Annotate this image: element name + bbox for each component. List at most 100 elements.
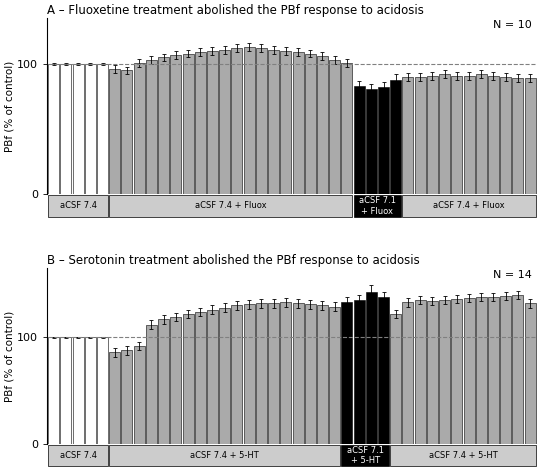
Bar [451,76,463,194]
Bar [122,350,133,444]
Text: aCSF 7.4 + 5-HT: aCSF 7.4 + 5-HT [428,451,497,460]
Bar [146,325,157,444]
Bar [341,445,389,466]
Bar [329,307,340,444]
Bar [414,300,426,444]
Y-axis label: PBf (% of control): PBf (% of control) [4,310,14,402]
Bar [329,60,340,194]
Bar [317,56,328,194]
Bar [293,303,304,444]
Bar [378,297,389,444]
Bar [403,196,536,217]
Text: aCSF 7.4 + Fluox: aCSF 7.4 + Fluox [195,202,267,211]
Bar [366,292,377,444]
Bar [158,319,169,444]
Bar [268,50,279,194]
Bar [390,314,401,444]
Bar [512,78,523,194]
Text: aCSF 7.4: aCSF 7.4 [60,202,97,211]
Bar [195,52,206,194]
Bar [378,87,389,194]
Bar [317,305,328,444]
Bar [48,445,108,466]
Bar [256,48,267,194]
Bar [61,338,71,444]
Bar [109,445,340,466]
Bar [427,76,438,194]
Bar [403,77,413,194]
Bar [427,301,438,444]
Bar [61,64,71,194]
Bar [256,303,267,444]
Text: aCSF 7.4 + Fluox: aCSF 7.4 + Fluox [433,202,505,211]
Bar [500,77,511,194]
Bar [109,196,352,217]
Bar [354,300,365,444]
Bar [158,58,169,194]
Text: aCSF 7.4: aCSF 7.4 [60,451,97,460]
Bar [500,296,511,444]
Bar [72,64,84,194]
Bar [72,338,84,444]
Bar [109,69,120,194]
Bar [293,52,304,194]
Bar [109,352,120,444]
Bar [280,51,291,194]
Bar [97,64,108,194]
Bar [219,308,230,444]
Text: N = 14: N = 14 [493,270,532,280]
Bar [305,53,316,194]
Bar [403,302,413,444]
Bar [85,64,96,194]
Bar [525,78,536,194]
Bar [525,303,536,444]
Bar [85,338,96,444]
Bar [488,297,499,444]
Bar [170,317,181,444]
Bar [341,302,352,444]
Text: aCSF 7.1
+ 5-HT: aCSF 7.1 + 5-HT [347,446,384,465]
Bar [97,338,108,444]
Bar [195,312,206,444]
Bar [48,64,59,194]
Bar [207,310,218,444]
Bar [170,55,181,194]
Bar [232,305,242,444]
Bar [243,47,255,194]
Bar [366,89,377,194]
Bar [414,77,426,194]
Bar [512,295,523,444]
Bar [354,196,401,217]
Bar [390,445,536,466]
Text: A – Fluoxetine treatment abolished the PBf response to acidosis: A – Fluoxetine treatment abolished the P… [47,4,424,17]
Bar [476,75,487,194]
Text: aCSF 7.4 + 5-HT: aCSF 7.4 + 5-HT [190,451,259,460]
Bar [134,63,144,194]
Text: aCSF 7.1
+ Fluox: aCSF 7.1 + Fluox [359,197,396,216]
Bar [182,314,194,444]
Bar [464,298,474,444]
Bar [146,60,157,194]
Bar [439,75,450,194]
Bar [48,338,59,444]
Bar [268,303,279,444]
Bar [232,48,242,194]
Bar [122,70,133,194]
Bar [243,304,255,444]
Bar [182,53,194,194]
Bar [354,86,365,194]
Bar [341,63,352,194]
Bar [464,76,474,194]
Bar [390,80,401,194]
Text: N = 10: N = 10 [493,20,532,30]
Text: B – Serotonin treatment abolished the PBf response to acidosis: B – Serotonin treatment abolished the PB… [47,254,420,267]
Bar [219,50,230,194]
Bar [48,196,108,217]
Bar [280,302,291,444]
Bar [134,346,144,444]
Bar [207,51,218,194]
Bar [305,304,316,444]
Bar [439,300,450,444]
Bar [476,297,487,444]
Bar [488,76,499,194]
